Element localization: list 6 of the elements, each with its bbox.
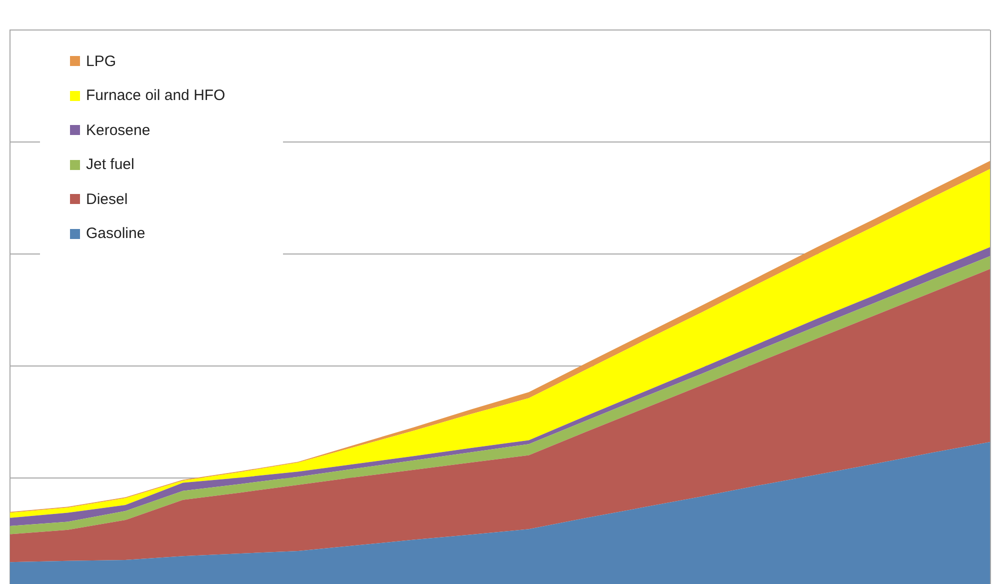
legend-label: Gasoline <box>86 225 146 242</box>
legend-label: Furnace oil and HFO <box>86 87 226 104</box>
legend-label: Jet fuel <box>86 156 134 174</box>
legend-label: Kerosene <box>86 122 150 139</box>
legend-label: Diesel <box>86 190 128 208</box>
legend-label: LPG <box>86 52 116 70</box>
